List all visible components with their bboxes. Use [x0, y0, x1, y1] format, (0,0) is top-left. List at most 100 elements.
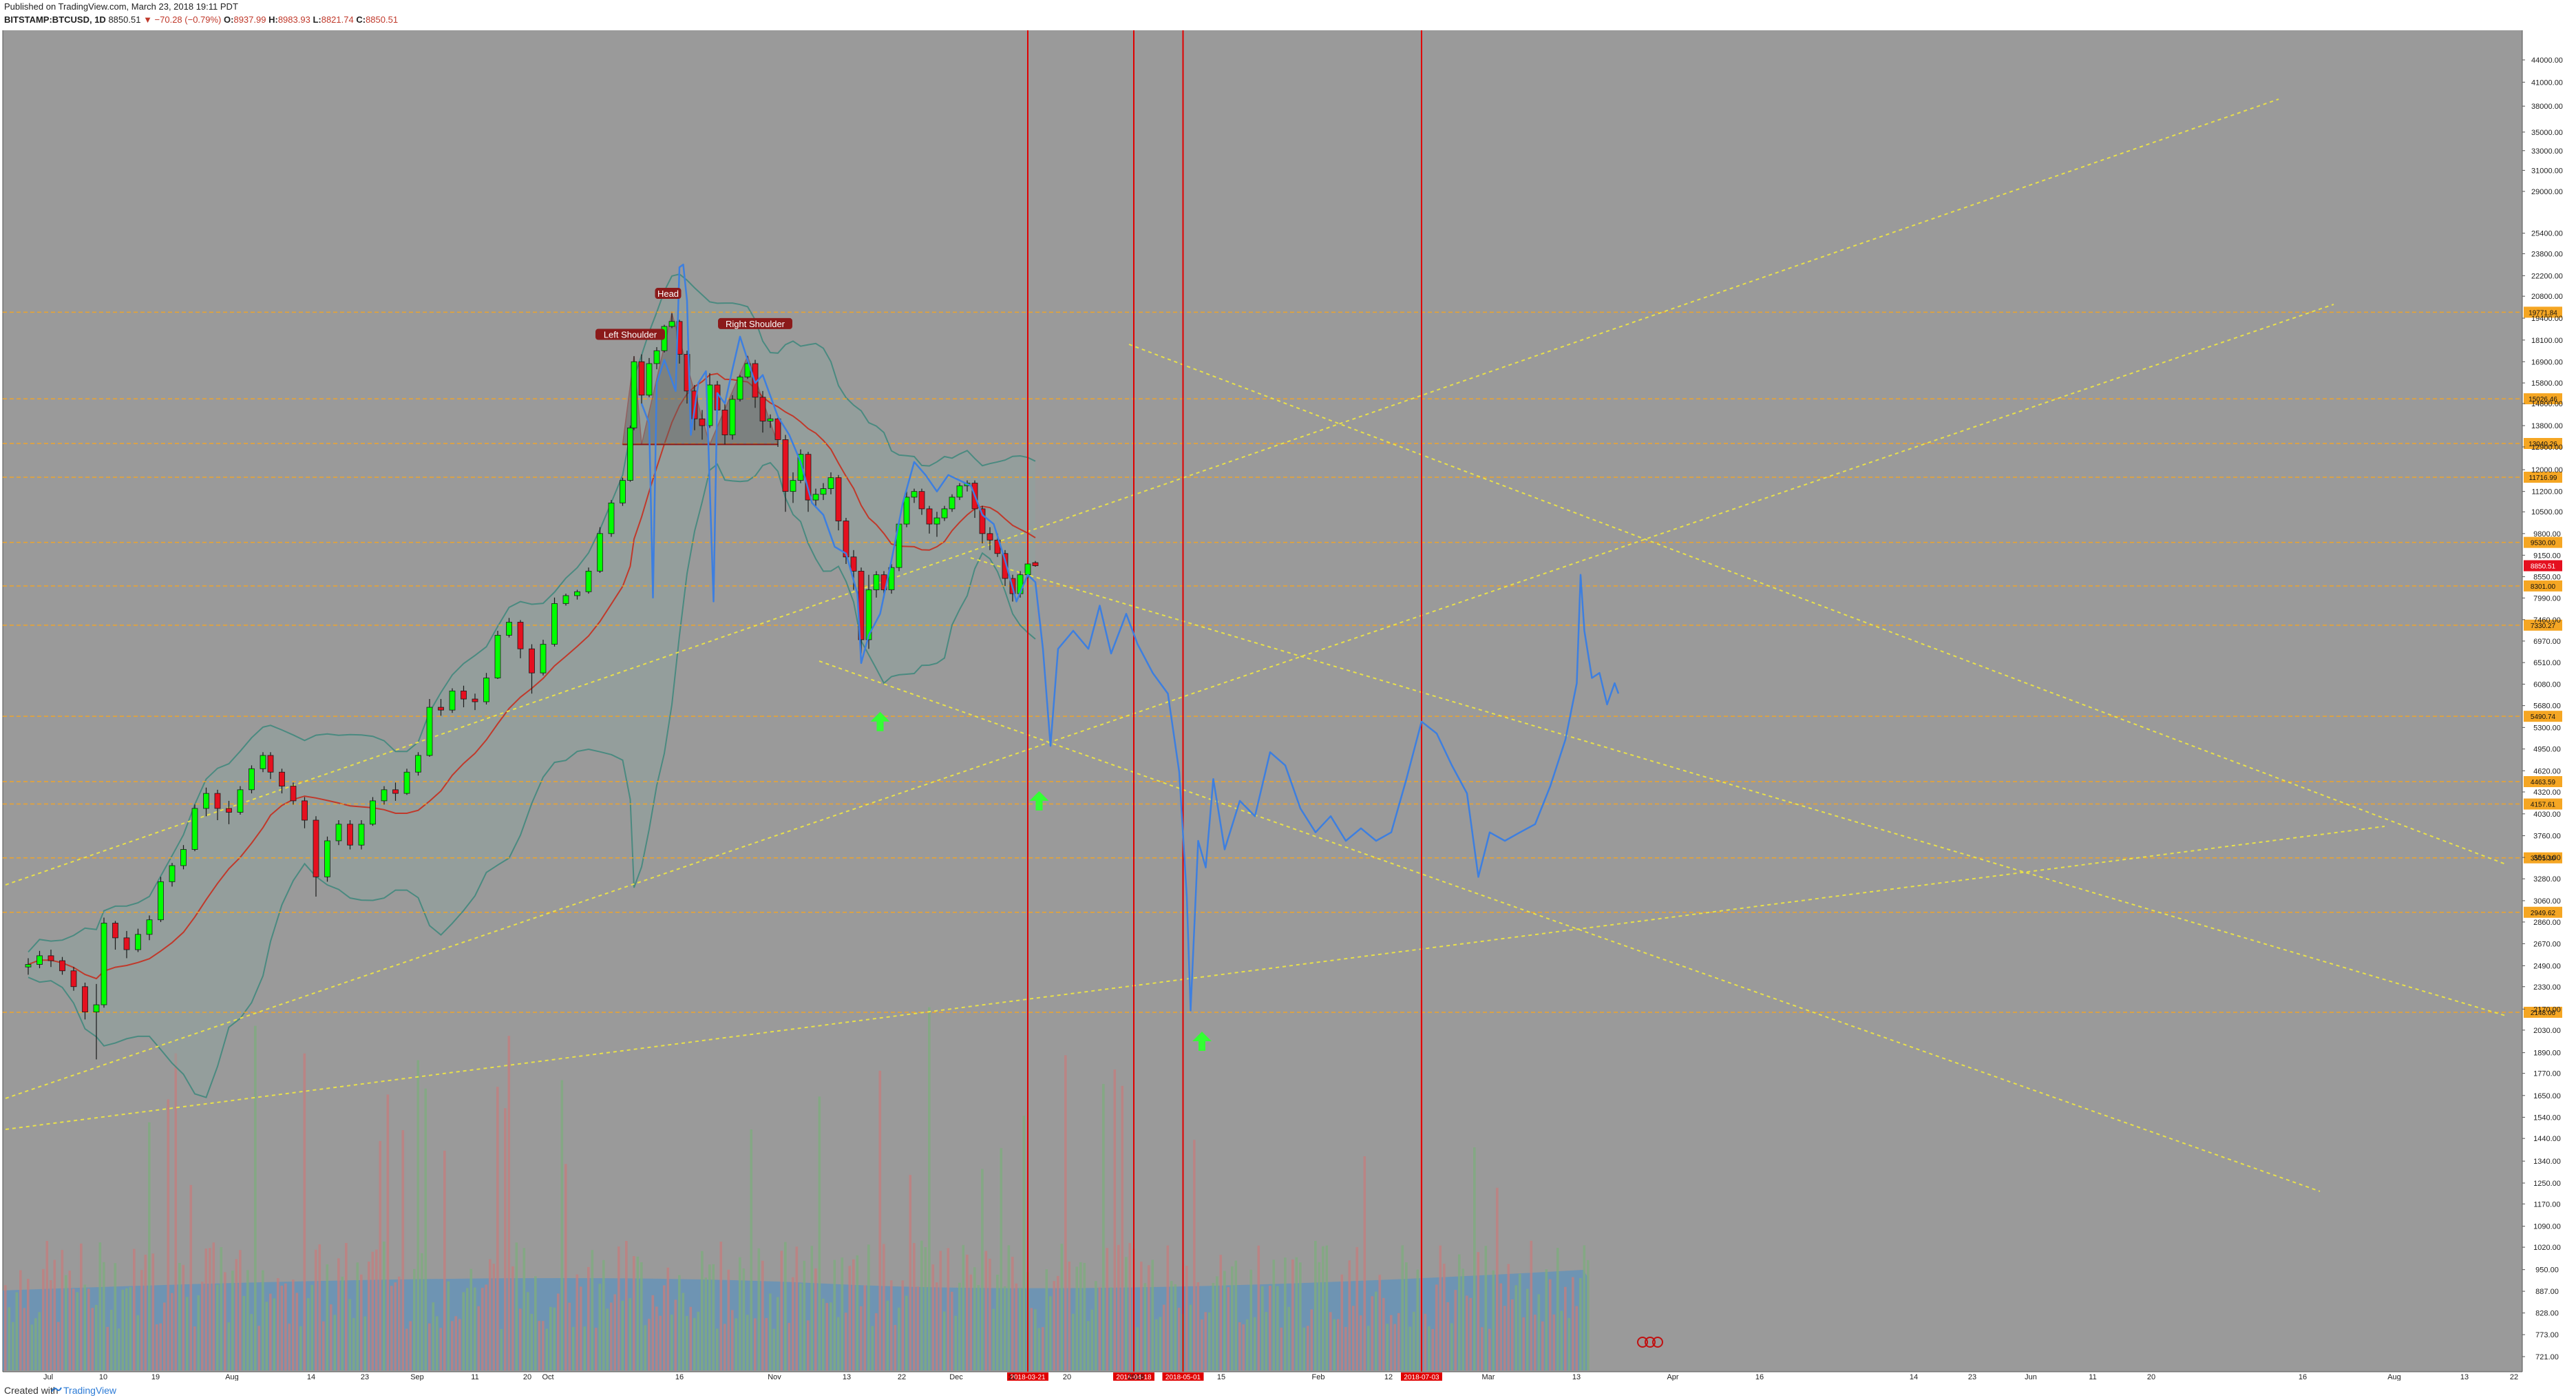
- volume-bar: [4, 1285, 7, 1370]
- volume-bar: [1318, 1262, 1321, 1370]
- volume-bar: [136, 1315, 140, 1370]
- volume-bar: [640, 1262, 643, 1370]
- volume-bar: [1022, 1116, 1026, 1370]
- volume-bar: [981, 1169, 984, 1370]
- x-tick-label: Jul: [43, 1373, 53, 1381]
- volume-bar: [125, 1288, 128, 1370]
- candle-body: [820, 488, 827, 495]
- volume-bar: [1329, 1312, 1332, 1370]
- candle-body: [529, 648, 535, 673]
- replay-icon[interactable]: [1637, 1337, 1663, 1348]
- x-tick-label: 14: [307, 1373, 315, 1381]
- volume-bar: [209, 1248, 211, 1370]
- volume-bar: [822, 1298, 825, 1370]
- x-tick-label: 23: [1968, 1373, 1976, 1381]
- volume-bar: [80, 1243, 83, 1370]
- candle-body: [483, 678, 489, 702]
- time-axis[interactable]: [3, 1372, 2522, 1381]
- candle-body: [347, 824, 353, 846]
- volume-bar: [1231, 1266, 1234, 1370]
- volume-bar: [739, 1257, 741, 1370]
- candle-body: [585, 570, 592, 592]
- price-level-label: 4157.61: [2531, 802, 2556, 809]
- y-tick-label: 10500.00: [2531, 508, 2563, 516]
- volume-bar: [72, 1288, 75, 1370]
- price-chart[interactable]: 19771.84 15026.46 13040.26 11716.99 9530.00 8…: [0, 28, 2576, 1381]
- x-tick-label: Apr: [1667, 1373, 1678, 1381]
- volume-bar: [920, 1240, 923, 1370]
- volume-bar: [1556, 1248, 1559, 1370]
- volume-bar: [201, 1282, 204, 1370]
- volume-bar: [197, 1295, 200, 1370]
- y-tick-label: 7990.00: [2533, 594, 2561, 603]
- volume-bar: [151, 1253, 155, 1370]
- high-label: H:: [268, 14, 278, 25]
- y-tick-label: 828.00: [2535, 1310, 2559, 1318]
- volume-bar: [1583, 1245, 1586, 1370]
- price-level-badge: [2524, 852, 2562, 864]
- candle-body: [370, 800, 376, 825]
- y-tick-label: 9150.00: [2533, 552, 2561, 560]
- price-axis[interactable]: [2522, 30, 2575, 1372]
- volume-bar: [1057, 1275, 1059, 1370]
- volume-bar: [1079, 1262, 1082, 1370]
- candle-body: [158, 881, 164, 921]
- volume-bar: [1496, 1187, 1499, 1370]
- candle-body: [180, 849, 187, 866]
- volume-bar: [576, 1274, 579, 1370]
- volume-bar: [284, 1283, 287, 1370]
- volume-bar: [693, 1317, 696, 1370]
- candle-body: [93, 1004, 100, 1012]
- volume-bar: [863, 1285, 867, 1370]
- volume-bar: [883, 1244, 885, 1370]
- candle-body: [627, 427, 633, 481]
- candle-body: [214, 793, 221, 809]
- volume-bar: [674, 1299, 677, 1370]
- volume-bar: [666, 1267, 670, 1370]
- projection-path: [640, 263, 1620, 1012]
- volume-bar: [617, 1246, 620, 1370]
- tradingview-link[interactable]: TradingView: [63, 1385, 117, 1396]
- candle-body: [631, 361, 637, 428]
- candle-body: [653, 350, 660, 364]
- created-with-label: Created with: [4, 1385, 59, 1396]
- volume-bar: [1560, 1310, 1563, 1370]
- volume-bar: [504, 1108, 507, 1370]
- volume-bar: [1257, 1245, 1260, 1370]
- date-marker-badge: [1007, 1372, 1048, 1381]
- volume-bar: [231, 1271, 234, 1370]
- x-tick-label: 10: [99, 1373, 107, 1381]
- vertical-date-markers: 2018-03-21 2018-04-18 2018-05-01 2018-07-03: [1007, 30, 1442, 1381]
- tradingview-logo-icon[interactable]: [51, 1386, 62, 1394]
- pattern-annotations: Left Shoulder Head Right Shoulder: [595, 288, 792, 340]
- volume-bar: [1413, 1311, 1415, 1370]
- volume-bar: [1397, 1313, 1400, 1370]
- candle-body: [461, 690, 467, 700]
- candle-body: [562, 595, 569, 604]
- volume-bar: [83, 1284, 87, 1370]
- volume-bar: [560, 1080, 564, 1370]
- volume-bar: [239, 1250, 242, 1370]
- volume-bar: [754, 1318, 757, 1370]
- candle-body: [36, 955, 43, 965]
- candle-body: [843, 521, 849, 558]
- volume-bar: [432, 1302, 435, 1370]
- volume-bar: [265, 1302, 268, 1370]
- candle-body: [403, 771, 410, 794]
- volume-bar: [110, 1310, 113, 1370]
- volume-bar: [1416, 1269, 1419, 1370]
- volume-bar: [610, 1302, 613, 1370]
- y-tick-label: 44000.00: [2531, 56, 2563, 65]
- price-level-badge: [2524, 906, 2562, 918]
- volume-bar: [337, 1258, 340, 1370]
- candle-body: [608, 502, 615, 534]
- plot-area[interactable]: [3, 30, 2522, 1372]
- candle-body: [59, 960, 65, 972]
- price-level-badge: [2524, 393, 2562, 405]
- ohlc-line: BITSTAMP:BTCUSD, 1D 8850.51 ▼ −70.28 (−0…: [4, 14, 398, 25]
- candle-body: [302, 800, 308, 821]
- x-tick-label: 11: [1008, 1373, 1015, 1381]
- y-tick-label: 2030.00: [2533, 1027, 2561, 1035]
- volume-bar: [1234, 1260, 1238, 1370]
- volume-bar: [807, 1320, 810, 1370]
